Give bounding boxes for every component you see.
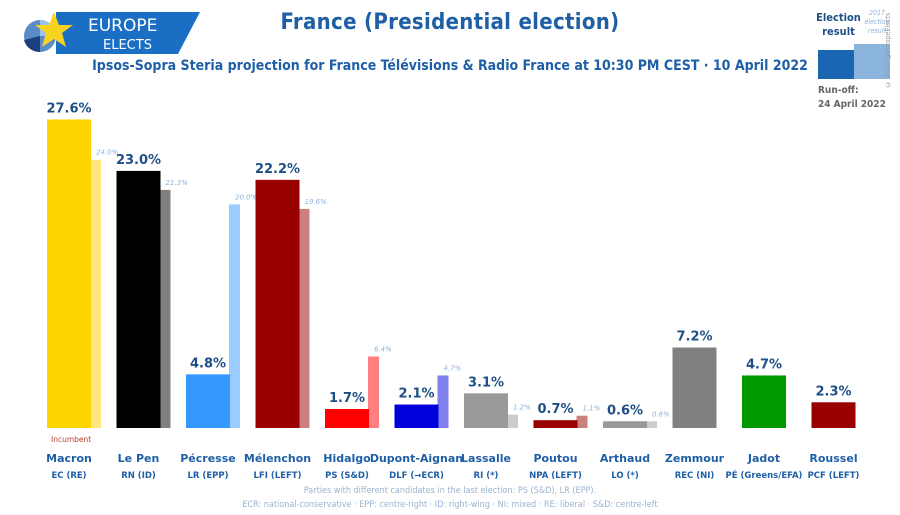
bar-result — [464, 393, 508, 428]
bar-2017 — [90, 159, 101, 428]
bar-2017-label: 20.0% — [235, 193, 258, 201]
bar-2017-label: 0.6% — [652, 410, 670, 418]
bar-2017 — [437, 375, 449, 428]
bar-result-label: 1.7% — [329, 391, 365, 406]
europe-elects-logo: EUROPE ELECTS — [24, 12, 200, 54]
party-label: REC (NI) — [675, 471, 715, 481]
bar-2017-label: 21.3% — [166, 179, 189, 187]
legend-previous-swatch — [854, 44, 890, 79]
runoff-info: Run-off: 24 April 2022 — [818, 84, 886, 112]
bar-2017 — [298, 208, 310, 428]
bar-result — [186, 374, 230, 428]
candidate-name: Lassalle — [461, 452, 511, 465]
bar-2017-label: 4.7% — [444, 364, 462, 372]
bar-2017 — [159, 189, 171, 428]
bar-result-label: 4.8% — [190, 356, 226, 371]
bar-result-label: 7.2% — [676, 330, 712, 345]
candidate-name: Hidalgo — [323, 452, 371, 465]
candidate-name: Le Pen — [118, 452, 160, 465]
star-icon — [35, 12, 73, 47]
bar-2017-label: 1.1% — [583, 405, 601, 413]
candidate-name: Poutou — [533, 452, 577, 465]
logo-text-europe: EUROPE — [88, 16, 157, 36]
bar-result-label: 22.2% — [255, 162, 300, 177]
bar-2017-label: 1.2% — [513, 404, 531, 412]
bar-result-label: 2.1% — [398, 387, 434, 402]
bar-result — [255, 179, 300, 428]
bar-result-label: 0.7% — [537, 402, 573, 417]
bar-2017-label: 19.6% — [305, 198, 328, 206]
party-label: LO (*) — [611, 471, 639, 481]
bar-2017 — [368, 356, 379, 428]
candidate-name: Jadot — [747, 452, 780, 465]
bar-result-label: 23.0% — [116, 153, 161, 168]
logo-banner — [56, 12, 200, 54]
bar-result — [47, 119, 91, 428]
bar-2017 — [507, 414, 518, 428]
legend-current-swatch — [818, 50, 855, 79]
bar-2017 — [576, 415, 588, 428]
bar-result — [742, 375, 786, 428]
chart-subtitle: Ipsos-Sopra Steria projection for France… — [92, 58, 808, 74]
party-label: PÉ (Greens/EFA) — [726, 469, 803, 481]
runoff-label: Run-off: — [818, 85, 859, 96]
logo-text-elects: ELECTS — [103, 38, 152, 53]
party-label: DLF (→ECR) — [389, 471, 444, 481]
incumbent-annotation: Incumbent — [51, 435, 91, 444]
legend-current-label: Election result — [816, 11, 861, 38]
footnote-groups: ECR: national-conservative · EPP: centre… — [242, 500, 658, 510]
legend: Election result 2017 election result Run… — [812, 6, 897, 116]
bar-result — [603, 421, 647, 428]
candidate-name: Macron — [46, 452, 92, 465]
party-label: LFI (LEFT) — [254, 471, 302, 481]
party-label: RN (ID) — [121, 471, 156, 481]
party-label: RI (*) — [474, 471, 499, 481]
bar-2017-label: 24.0% — [96, 149, 119, 157]
bar-result-label: 4.7% — [746, 357, 782, 372]
candidate-name: Dupont-Aignan — [370, 452, 463, 465]
party-label: LR (EPP) — [188, 471, 229, 481]
bar-result-label: 2.3% — [815, 384, 851, 399]
runoff-date: 24 April 2022 — [818, 99, 886, 110]
bar-result — [325, 408, 369, 428]
candidate-name: Arthaud — [600, 452, 650, 465]
bar-result-label: 3.1% — [468, 375, 504, 390]
bar-result — [811, 402, 856, 428]
legend-previous-label: 2017 election result — [864, 9, 890, 35]
candidate-name: Mélenchon — [244, 452, 311, 465]
candidate-name: Pécresse — [180, 452, 235, 465]
bar-result — [672, 347, 717, 428]
bar-result-label: 27.6% — [46, 101, 91, 116]
party-label: EC (RE) — [51, 471, 86, 481]
bar-result — [116, 170, 161, 428]
candidate-name: Zemmour — [665, 452, 725, 465]
bar-2017 — [229, 204, 240, 428]
party-label: PS (S&D) — [325, 471, 369, 481]
candidate-name: Roussel — [809, 452, 857, 465]
bar-result — [394, 404, 439, 428]
party-label: NPA (LEFT) — [529, 471, 582, 481]
chart-title: France (Presidential election) — [280, 10, 620, 35]
bar-2017-label: 6.4% — [374, 345, 392, 353]
bar-result-label: 0.6% — [607, 403, 643, 418]
footnote-parties: Parties with different candidates in the… — [303, 486, 597, 496]
bar-2017 — [646, 421, 657, 428]
bar-result — [533, 420, 578, 428]
party-label: PCF (LEFT) — [808, 471, 860, 481]
